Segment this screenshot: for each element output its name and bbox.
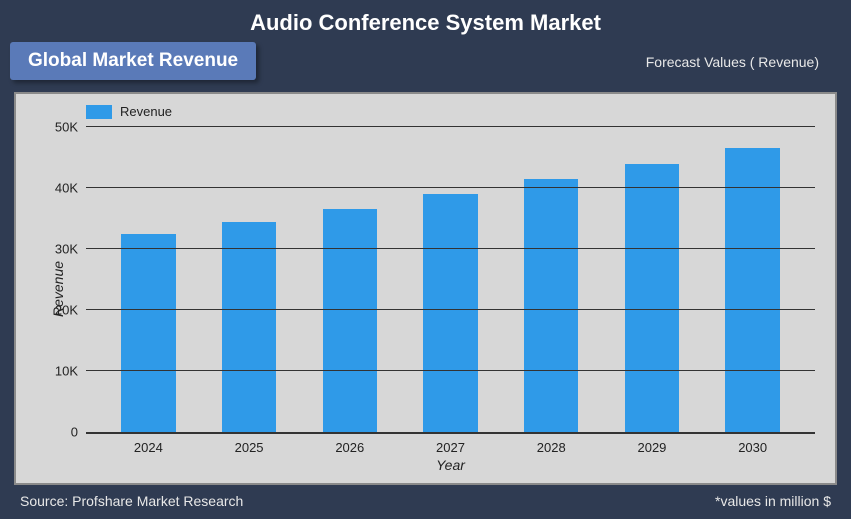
subheader-row: Global Market Revenue Forecast Values ( … <box>14 44 837 86</box>
x-tick-label: 2025 <box>199 440 300 455</box>
bar-slot <box>98 127 199 432</box>
gridline <box>86 126 815 127</box>
gridline <box>86 370 815 371</box>
bar <box>423 194 477 432</box>
bar <box>625 164 679 432</box>
legend-label: Revenue <box>120 104 172 119</box>
legend-swatch <box>86 105 112 119</box>
chart-legend: Revenue <box>16 94 835 119</box>
bar <box>524 179 578 432</box>
footer-row: Source: Profshare Market Research *value… <box>0 485 851 519</box>
y-tick-label: 10K <box>55 364 86 379</box>
x-tick-label: 2028 <box>501 440 602 455</box>
bars-layer <box>86 127 815 432</box>
bar-slot <box>400 127 501 432</box>
plot-wrap: 010K20K30K40K50K 20242025202620272028202… <box>16 119 835 483</box>
plot-area: 010K20K30K40K50K <box>86 127 815 434</box>
bar-slot <box>702 127 803 432</box>
chart-title: Audio Conference System Market <box>0 0 851 44</box>
footer-source: Source: Profshare Market Research <box>20 493 243 509</box>
bar <box>323 209 377 432</box>
x-tick-label: 2024 <box>98 440 199 455</box>
x-axis-labels: 2024202520262027202820292030 <box>86 434 815 455</box>
bar-slot <box>602 127 703 432</box>
x-axis-title: Year <box>86 455 815 479</box>
bar-slot <box>199 127 300 432</box>
y-tick-label: 20K <box>55 303 86 318</box>
y-tick-label: 40K <box>55 181 86 196</box>
y-tick-label: 30K <box>55 242 86 257</box>
bar <box>222 222 276 432</box>
bar-slot <box>501 127 602 432</box>
footer-values-note: *values in million $ <box>715 493 831 509</box>
forecast-label: Forecast Values ( Revenue) <box>646 54 819 70</box>
y-tick-label: 50K <box>55 120 86 135</box>
chart-panel: Revenue Revenue 010K20K30K40K50K 2024202… <box>14 92 837 485</box>
page-root: Audio Conference System Market Global Ma… <box>0 0 851 519</box>
bar-slot <box>299 127 400 432</box>
bar <box>121 234 175 432</box>
x-tick-label: 2027 <box>400 440 501 455</box>
x-tick-label: 2026 <box>299 440 400 455</box>
gridline <box>86 248 815 249</box>
revenue-badge: Global Market Revenue <box>10 42 256 80</box>
x-tick-label: 2029 <box>602 440 703 455</box>
gridline <box>86 309 815 310</box>
y-tick-label: 0 <box>71 425 86 440</box>
bar <box>725 148 779 432</box>
x-tick-label: 2030 <box>702 440 803 455</box>
gridline <box>86 187 815 188</box>
